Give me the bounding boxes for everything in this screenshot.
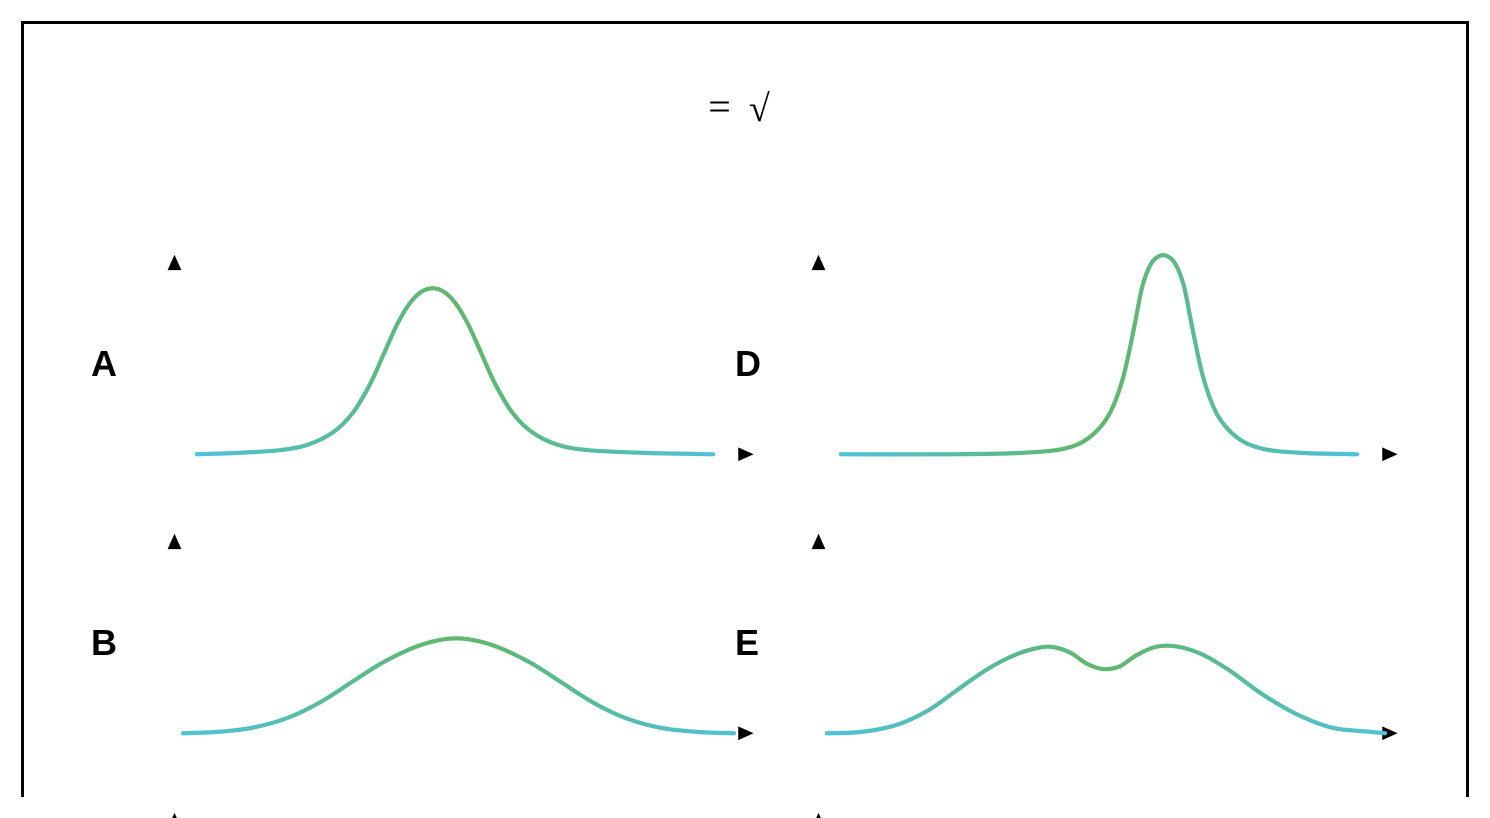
mini-chart [141,789,755,818]
mini-chart [785,231,1399,482]
panel-label: E [735,622,759,664]
formula-exponential [790,92,796,122]
panel-label: D [735,343,761,385]
distribution-curve [841,255,1357,454]
panel-c: C [141,789,755,818]
gaussian-pdf-formula: = √ [694,83,795,130]
panel-e: E [785,510,1399,761]
formula-denominator: √ [745,92,780,124]
mini-chart [785,510,1399,761]
radical-sign: √ [749,94,770,124]
panel-b: B [141,510,755,761]
mini-chart [785,789,1399,818]
panel-d: D [785,231,1399,482]
distribution-curve [827,646,1385,734]
distribution-curve [183,639,734,734]
panel-f: F [785,789,1399,818]
distribution-curve [197,288,713,454]
panel-a: A [141,231,755,482]
formula-equals: = [704,83,735,130]
formula-fraction: √ [745,88,780,124]
formula-exponent [790,78,796,108]
mini-chart [141,231,755,482]
curve-grid: ADBECF [21,231,1469,777]
mini-chart [141,510,755,761]
panel-label: A [91,343,117,385]
slide-frame: = √ ADBECF [18,18,1472,800]
panel-label: B [91,622,117,664]
